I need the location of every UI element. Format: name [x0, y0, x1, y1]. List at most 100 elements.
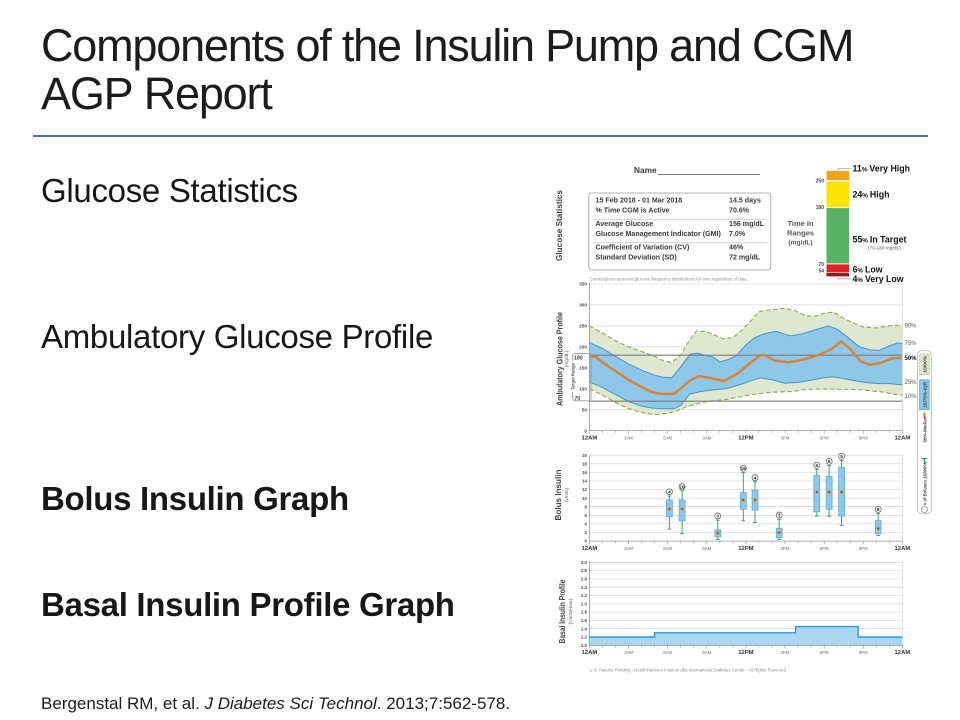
- svg-text:3AM: 3AM: [624, 436, 633, 441]
- svg-text:70: 70: [575, 396, 581, 402]
- svg-text:Curves/plots represent glucose: Curves/plots represent glucose frequency…: [590, 276, 749, 281]
- svg-text:Glucose Statistics: Glucose Statistics: [554, 190, 564, 261]
- svg-text:200: 200: [579, 345, 587, 350]
- svg-text:9AM: 9AM: [702, 436, 711, 441]
- svg-text:6PM: 6PM: [820, 650, 829, 655]
- svg-text:11%Very High: 11% Very High: [853, 164, 911, 174]
- svg-text:50: 50: [582, 407, 588, 412]
- svg-text:3: 3: [778, 513, 781, 518]
- svg-text:70.6%: 70.6%: [729, 206, 750, 214]
- svg-text:250: 250: [816, 178, 825, 184]
- svg-text:2: 2: [585, 530, 588, 535]
- svg-text:Target Range: Target Range: [571, 363, 576, 390]
- svg-text:9PM: 9PM: [859, 436, 868, 441]
- svg-text:Average Glucose: Average Glucose: [596, 220, 654, 228]
- svg-text:50%: 50%: [905, 356, 918, 362]
- svg-text:25%: 25%: [905, 380, 918, 386]
- svg-text:15 Feb 2018 - 01 Mar 2018: 15 Feb 2018 - 01 Mar 2018: [596, 196, 683, 204]
- svg-text:2.6: 2.6: [581, 577, 588, 582]
- svg-text:6: 6: [815, 463, 818, 468]
- svg-text:0: 0: [585, 539, 588, 544]
- svg-text:10/90%: 10/90%: [922, 355, 928, 373]
- svg-text:14.5 days: 14.5 days: [729, 196, 761, 204]
- svg-text:6: 6: [585, 513, 588, 518]
- svg-text:1.8: 1.8: [581, 610, 588, 615]
- svg-text:8: 8: [585, 504, 588, 509]
- svg-text:2.0: 2.0: [581, 601, 588, 606]
- svg-text:300: 300: [579, 303, 587, 308]
- svg-text:6AM: 6AM: [663, 436, 672, 441]
- svg-text:20: 20: [582, 453, 587, 458]
- svg-text:1.2: 1.2: [581, 635, 588, 640]
- svg-text:24%High: 24% High: [853, 189, 890, 199]
- svg-text:(mg/dL): (mg/dL): [564, 350, 570, 367]
- svg-text:Time In: Time In: [787, 219, 814, 228]
- svg-text:12AM: 12AM: [895, 650, 911, 656]
- svg-text:9PM: 9PM: [859, 650, 868, 655]
- svg-text:(70-180 mg/dL): (70-180 mg/dL): [868, 246, 901, 252]
- svg-text:# of Boluses: # of Boluses: [922, 480, 928, 505]
- svg-text:180: 180: [574, 356, 583, 362]
- svg-text:3.0: 3.0: [581, 560, 588, 565]
- svg-text:3PM: 3PM: [781, 546, 790, 551]
- svg-text:6%Low: 6% Low: [853, 265, 883, 275]
- svg-text:12AM: 12AM: [582, 546, 598, 552]
- svg-text:7.0%: 7.0%: [729, 230, 746, 238]
- svg-text:4%Very Low: 4% Very Low: [853, 274, 904, 284]
- svg-text:12PM: 12PM: [738, 546, 753, 552]
- svg-text:3AM: 3AM: [624, 650, 633, 655]
- svg-text:12: 12: [582, 487, 587, 492]
- svg-text:3AM: 3AM: [624, 546, 633, 551]
- svg-text:9PM: 9PM: [859, 546, 868, 551]
- svg-text:1.0: 1.0: [581, 643, 588, 648]
- svg-text:6AM: 6AM: [663, 650, 672, 655]
- svg-text:72 mg/dL: 72 mg/dL: [729, 254, 761, 262]
- svg-text:9AM: 9AM: [702, 650, 711, 655]
- svg-text:U.S. Patents Pending - Health: U.S. Patents Pending - HealthPartners In…: [589, 668, 786, 673]
- svg-text:55%In Target: 55% In Target: [853, 235, 907, 245]
- svg-text:10%: 10%: [905, 394, 918, 400]
- svg-text:5: 5: [840, 454, 843, 459]
- svg-text:150: 150: [579, 365, 587, 370]
- svg-text:12PM: 12PM: [738, 650, 753, 656]
- svg-text:4: 4: [668, 490, 671, 495]
- svg-text:0: 0: [584, 429, 587, 434]
- svg-text:70: 70: [818, 262, 824, 268]
- svg-text:3PM: 3PM: [781, 436, 790, 441]
- svg-text:Basal Insulin Profile: Basal Insulin Profile: [557, 579, 567, 643]
- svg-text:180: 180: [816, 205, 825, 211]
- svg-text:10: 10: [582, 496, 587, 501]
- svg-text:% Time CGM is Active: % Time CGM is Active: [596, 206, 670, 214]
- svg-text:14: 14: [582, 479, 587, 484]
- svg-text:2.2: 2.2: [581, 593, 588, 598]
- svg-text:54: 54: [818, 269, 824, 275]
- svg-text:3PM: 3PM: [781, 650, 790, 655]
- svg-text:10/90%: 10/90%: [922, 461, 928, 479]
- svg-text:2.8: 2.8: [581, 568, 588, 573]
- svg-text:18: 18: [582, 461, 587, 466]
- svg-text:15: 15: [741, 466, 747, 471]
- svg-text:16: 16: [679, 484, 685, 489]
- svg-text:Ambulatory Glucose Profile: Ambulatory Glucose Profile: [555, 312, 565, 406]
- svg-text:100: 100: [579, 386, 587, 391]
- svg-text:Bolus Insulin: Bolus Insulin: [553, 470, 563, 521]
- svg-text:Coefficient of Variation (CV): Coefficient of Variation (CV): [596, 244, 690, 252]
- svg-text:2.4: 2.4: [581, 585, 588, 590]
- svg-text:16: 16: [582, 470, 587, 475]
- svg-text:6PM: 6PM: [820, 436, 829, 441]
- svg-text:12AM: 12AM: [895, 546, 911, 552]
- svg-text:Name: Name: [634, 165, 657, 175]
- svg-text:50%-Median: 50%-Median: [922, 416, 928, 442]
- svg-text:(Units/Hour): (Units/Hour): [568, 598, 574, 624]
- svg-text:Standard Deviation (SD): Standard Deviation (SD): [596, 254, 678, 262]
- svg-text:4: 4: [754, 475, 757, 480]
- svg-text:12AM: 12AM: [895, 436, 911, 442]
- svg-text:6: 6: [828, 459, 831, 464]
- svg-text:3: 3: [716, 514, 719, 519]
- svg-text:1.6: 1.6: [581, 618, 588, 623]
- svg-text:46%: 46%: [729, 244, 744, 252]
- svg-text:12PM: 12PM: [738, 436, 753, 442]
- svg-text:90%: 90%: [905, 324, 918, 330]
- svg-text:6PM: 6PM: [820, 546, 829, 551]
- svg-text:(mg/dL): (mg/dL): [788, 240, 812, 247]
